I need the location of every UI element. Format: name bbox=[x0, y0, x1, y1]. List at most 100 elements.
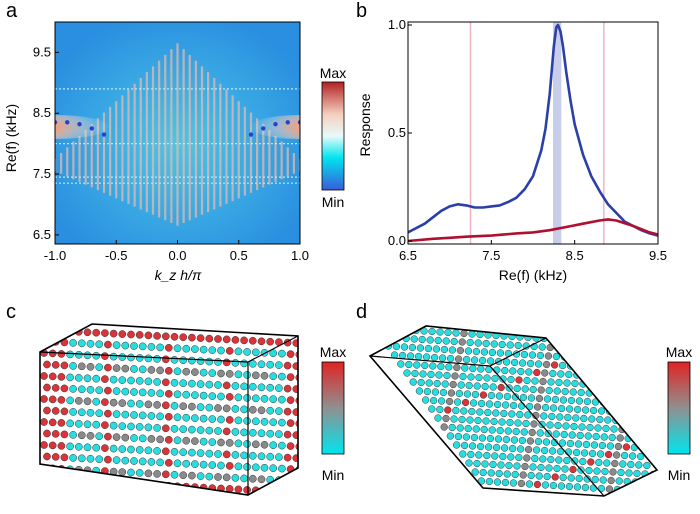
lattice-d-dot bbox=[558, 361, 567, 370]
lattice-c-dot bbox=[260, 371, 269, 380]
lattice-d-dot bbox=[447, 389, 456, 397]
lattice-d-dot bbox=[515, 376, 523, 384]
lattice-d-dot bbox=[442, 337, 450, 345]
lattice-d-dot bbox=[523, 376, 531, 385]
lattice-d-dot bbox=[408, 343, 417, 352]
lattice-c-dot bbox=[199, 391, 208, 400]
lattice-d-dot bbox=[507, 375, 515, 384]
lattice-d-dot bbox=[574, 440, 583, 448]
lattice-d-dot bbox=[493, 400, 502, 409]
lattice-c-dot bbox=[257, 475, 266, 484]
lattice-d-dot bbox=[452, 329, 460, 337]
lattice-c-dot bbox=[57, 327, 66, 335]
lattice-c-dot bbox=[161, 332, 170, 341]
lattice-d-dot bbox=[468, 407, 476, 416]
lattice-c-dot bbox=[283, 476, 292, 485]
lattice-d-dot bbox=[484, 443, 493, 451]
lattice-d-dot bbox=[462, 433, 471, 441]
lattice-d-dot bbox=[560, 430, 568, 439]
lattice-panel-d: Max Min bbox=[368, 325, 692, 497]
lattice-c-dot bbox=[269, 418, 278, 427]
lattice-d-dot bbox=[489, 460, 497, 469]
lattice-c-dot bbox=[170, 447, 179, 456]
lattice-c-dot bbox=[286, 396, 295, 404]
lattice-c-dot bbox=[283, 407, 292, 416]
lattice-d-dot bbox=[467, 450, 475, 459]
lattice-c-dot bbox=[283, 384, 292, 393]
lattice-c-dot bbox=[77, 339, 86, 348]
lattice-d-dot bbox=[493, 478, 502, 486]
lattice-d-dot bbox=[569, 388, 577, 396]
lattice-d-dot bbox=[568, 431, 576, 439]
lattice-d-dot bbox=[604, 450, 613, 459]
lattice-c-dot bbox=[51, 407, 60, 415]
lattice-c-dot bbox=[231, 451, 240, 459]
lattice-d-dot bbox=[444, 328, 452, 337]
lattice-c-dot bbox=[199, 368, 208, 377]
lattice-d-dot bbox=[455, 389, 464, 398]
lattice-d-dot bbox=[588, 415, 596, 423]
lattice-c-dot bbox=[138, 434, 147, 443]
lattice-c-dot bbox=[269, 464, 278, 473]
lattice-c-dot bbox=[69, 431, 77, 439]
lattice-c-dot bbox=[182, 459, 191, 468]
lattice-d-dot bbox=[579, 457, 587, 466]
lattice-c-dot bbox=[69, 477, 77, 485]
lattice-c-dot bbox=[260, 463, 269, 472]
lattice-c-dot bbox=[275, 384, 283, 392]
lattice-d-dot bbox=[547, 378, 555, 386]
y-tick-label: 9.5 bbox=[33, 44, 51, 59]
lattice-c-dot bbox=[43, 475, 51, 484]
lattice-c-dot bbox=[248, 474, 257, 483]
lattice-c-dot bbox=[83, 351, 92, 360]
lattice-c-dot bbox=[121, 456, 130, 465]
lattice-c-dot bbox=[92, 443, 101, 452]
lattice-c-dot bbox=[121, 479, 130, 488]
lattice-c-dot bbox=[173, 390, 182, 399]
lattice-d-dot bbox=[531, 454, 539, 463]
lattice-d-dot bbox=[492, 409, 500, 417]
lattice-d-dot bbox=[397, 360, 405, 368]
lattice-c-dot bbox=[217, 415, 225, 424]
lattice-c-dot bbox=[170, 401, 179, 410]
lattice-c-dot bbox=[251, 394, 260, 403]
lattice-c-dot bbox=[257, 406, 266, 415]
lattice-d-dot bbox=[485, 477, 494, 486]
lattice-c-dot bbox=[243, 371, 251, 379]
lattice-c-dot bbox=[208, 346, 217, 354]
lattice-c-dot bbox=[40, 372, 48, 380]
lattice-d-dot bbox=[517, 402, 526, 410]
lattice-c-dot bbox=[286, 419, 295, 427]
lattice-d-dot bbox=[565, 370, 573, 379]
lattice-c-dot bbox=[164, 366, 173, 375]
lattice-c-dot bbox=[135, 469, 144, 477]
lattice-c-dot bbox=[292, 454, 298, 462]
y-tick-label: 6.5 bbox=[33, 227, 51, 242]
lattice-c-dot bbox=[118, 399, 127, 407]
lattice-d-dot bbox=[578, 423, 586, 431]
lattice-d-dot bbox=[544, 352, 553, 360]
lattice-c-dot bbox=[121, 341, 130, 350]
lattice-d-dot bbox=[610, 425, 618, 433]
lattice-d-dot bbox=[511, 470, 519, 479]
lattice-d-dot bbox=[474, 416, 482, 425]
lattice-d-dot bbox=[496, 349, 505, 357]
lattice-c-dot bbox=[243, 440, 251, 448]
lattice-d-dot bbox=[565, 405, 574, 413]
lattice-d-dot bbox=[496, 426, 504, 435]
lattice-d-dot bbox=[583, 397, 592, 406]
lattice-d-dot bbox=[518, 436, 527, 445]
lattice-d-dot bbox=[428, 327, 436, 336]
lattice-d-dot bbox=[503, 392, 512, 401]
lattice-d-dot bbox=[580, 414, 588, 423]
heatmap-ylabel: Re(f) (kHz) bbox=[3, 104, 19, 172]
lattice-c-dot bbox=[231, 359, 240, 367]
lattice-d-dot bbox=[639, 478, 647, 487]
lattice-d-dot bbox=[485, 400, 494, 408]
lattice-d-dot bbox=[599, 476, 607, 484]
lattice-c-dot bbox=[199, 414, 208, 423]
lattice-c-dot bbox=[231, 428, 240, 436]
lattice-d-dot bbox=[540, 446, 549, 455]
lattice-d-dot bbox=[506, 341, 514, 349]
heatmap-ticks: -1.0 -0.5 0.0 0.5 1.0 6.5 7.5 8.5 9.5 bbox=[33, 44, 309, 263]
